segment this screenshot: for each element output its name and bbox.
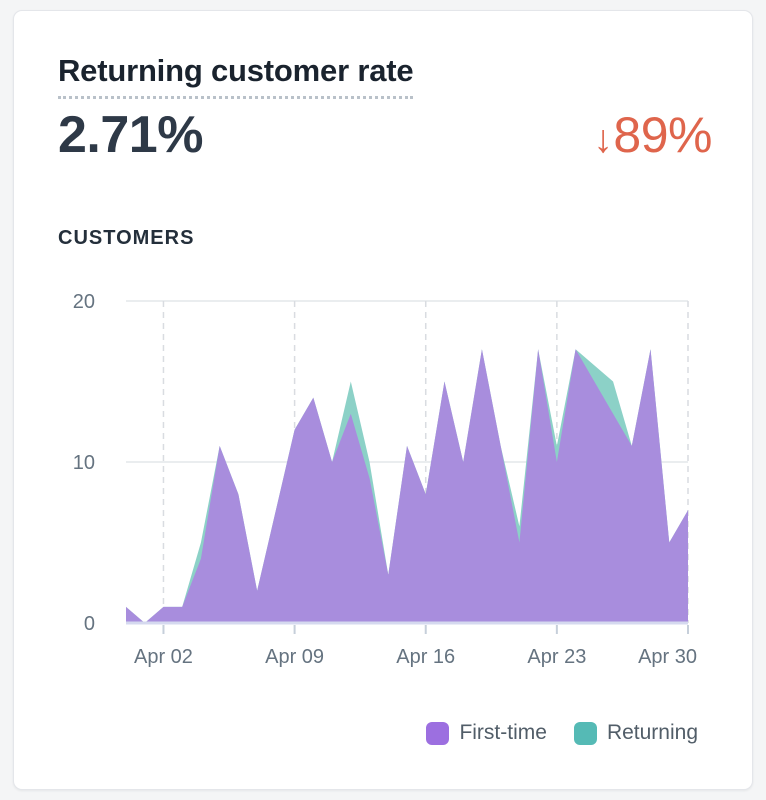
first-time-swatch-icon [426, 721, 450, 745]
svg-text:Apr 30: Apr 30 [638, 646, 697, 668]
customers-area-chart[interactable]: 0 10 20 Apr 02 Apr 09 Apr 16 Apr 23 Apr 30 [14, 281, 754, 701]
metric-value: 2.71% [58, 106, 203, 164]
svg-text:Apr 02: Apr 02 [134, 646, 193, 668]
chart-section-label: CUSTOMERS [58, 227, 195, 249]
metric-delta: ↓89% [593, 106, 712, 164]
legend-item-first-time[interactable]: First-time [426, 721, 547, 745]
legend-label-returning: Returning [606, 721, 698, 744]
legend-label-first-time: First-time [459, 721, 547, 744]
metric-delta-value: 89% [613, 107, 712, 163]
legend-item-returning[interactable]: Returning [573, 721, 698, 745]
chart-legend: First-time Returning [426, 721, 698, 745]
svg-text:0: 0 [84, 613, 95, 635]
arrow-down-icon: ↓ [593, 118, 613, 161]
svg-text:Apr 23: Apr 23 [527, 646, 586, 668]
svg-text:20: 20 [73, 291, 95, 313]
svg-text:10: 10 [73, 452, 95, 474]
chart-canvas[interactable]: 0 10 20 Apr 02 Apr 09 Apr 16 Apr 23 Apr 30 [14, 281, 754, 701]
first-time-area [126, 349, 688, 623]
svg-text:Apr 09: Apr 09 [265, 646, 324, 668]
returning-customer-rate-card: Returning customer rate 2.71% ↓89% CUSTO… [13, 10, 753, 790]
card-title[interactable]: Returning customer rate [58, 53, 414, 99]
metric-row: 2.71% ↓89% [58, 105, 712, 165]
returning-swatch-icon [573, 721, 597, 745]
svg-text:Apr 16: Apr 16 [396, 646, 455, 668]
